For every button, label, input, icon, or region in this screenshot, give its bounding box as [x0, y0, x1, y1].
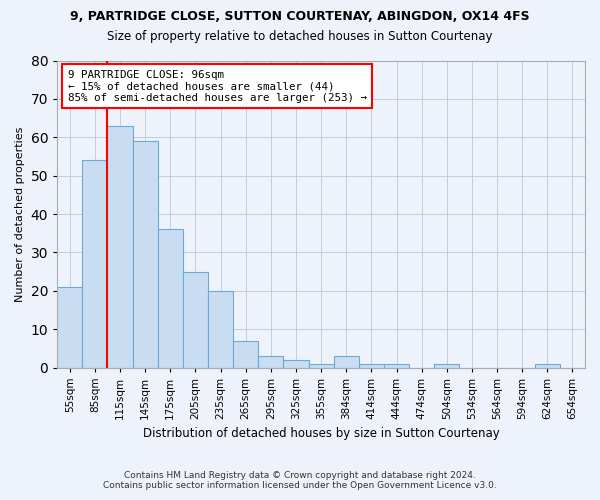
Bar: [133, 141, 158, 368]
Bar: [107, 126, 133, 368]
Bar: [434, 364, 460, 368]
Bar: [283, 360, 308, 368]
X-axis label: Distribution of detached houses by size in Sutton Courtenay: Distribution of detached houses by size …: [143, 427, 499, 440]
Bar: [158, 230, 183, 368]
Bar: [384, 364, 409, 368]
Bar: [57, 287, 82, 368]
Bar: [183, 272, 208, 368]
Text: Size of property relative to detached houses in Sutton Courtenay: Size of property relative to detached ho…: [107, 30, 493, 43]
Bar: [308, 364, 334, 368]
Bar: [82, 160, 107, 368]
Y-axis label: Number of detached properties: Number of detached properties: [15, 126, 25, 302]
Bar: [359, 364, 384, 368]
Text: 9, PARTRIDGE CLOSE, SUTTON COURTENAY, ABINGDON, OX14 4FS: 9, PARTRIDGE CLOSE, SUTTON COURTENAY, AB…: [70, 10, 530, 23]
Bar: [334, 356, 359, 368]
Bar: [535, 364, 560, 368]
Text: 9 PARTRIDGE CLOSE: 96sqm
← 15% of detached houses are smaller (44)
85% of semi-d: 9 PARTRIDGE CLOSE: 96sqm ← 15% of detach…: [68, 70, 367, 103]
Text: Contains HM Land Registry data © Crown copyright and database right 2024.
Contai: Contains HM Land Registry data © Crown c…: [103, 470, 497, 490]
Bar: [208, 291, 233, 368]
Bar: [258, 356, 283, 368]
Bar: [233, 340, 258, 367]
